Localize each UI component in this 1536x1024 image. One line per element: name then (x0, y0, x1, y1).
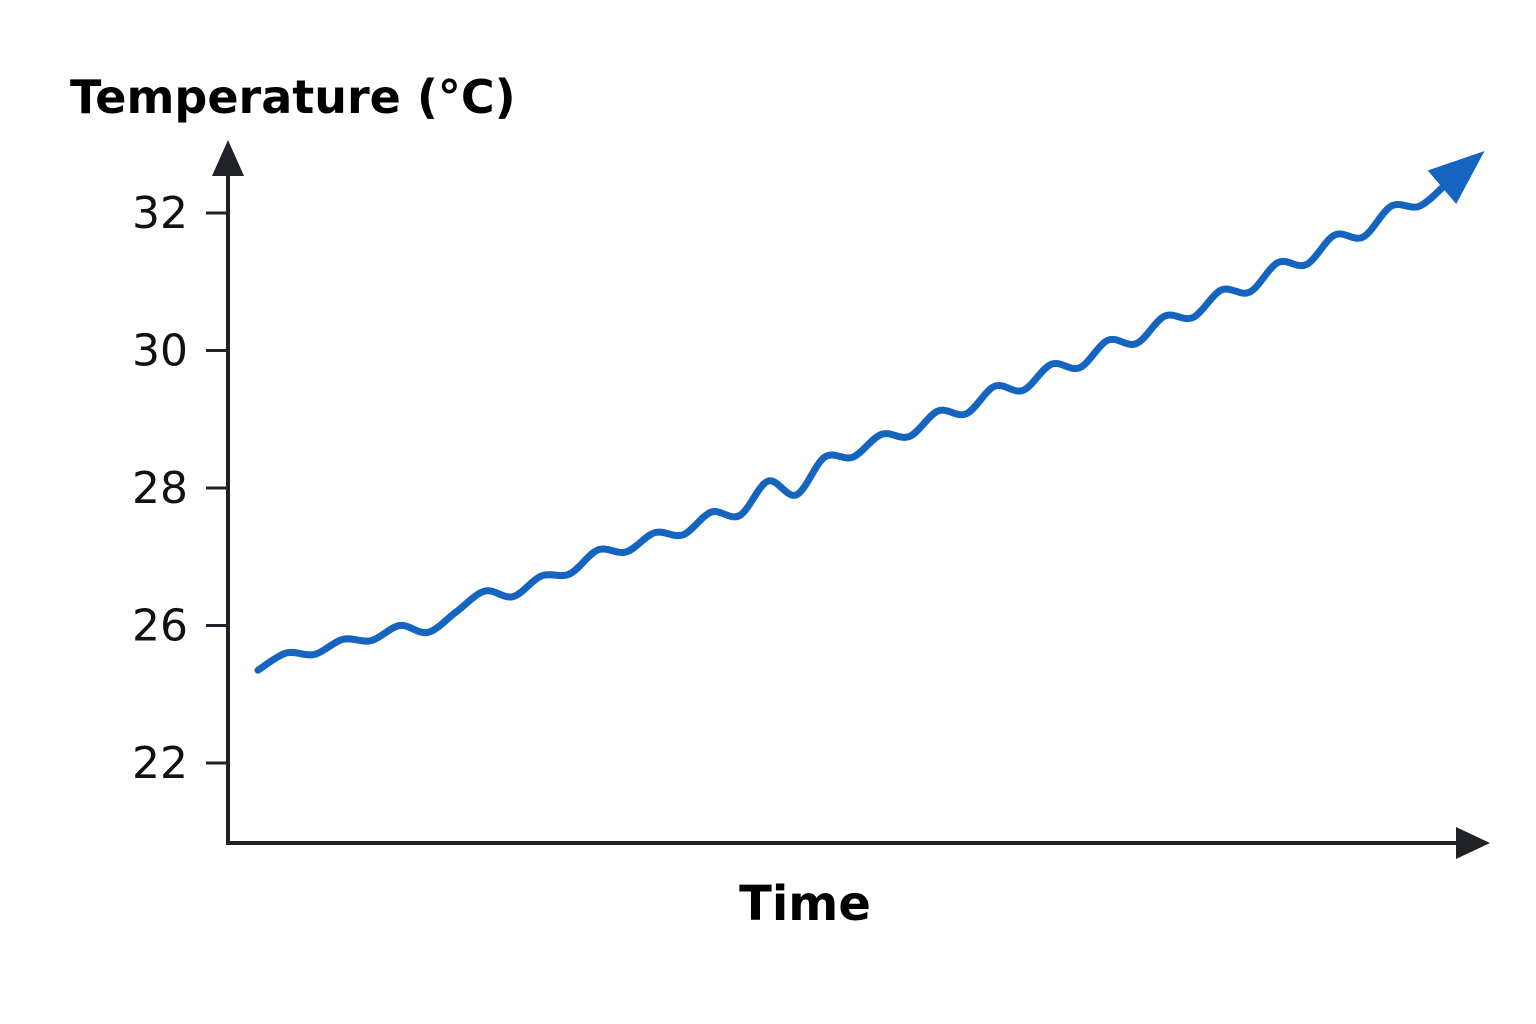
y-tick-label: 28 (132, 463, 188, 514)
y-axis-label: Temperature (°C) (70, 70, 516, 124)
x-axis-arrow-icon (1456, 827, 1490, 859)
y-tick-label: 22 (132, 738, 188, 789)
y-tick-label: 32 (132, 188, 188, 239)
y-axis-ticks: 32 30 28 26 22 (132, 188, 228, 789)
temperature-series-line (254, 150, 1485, 674)
y-tick-label: 30 (132, 326, 188, 377)
y-axis-arrow-icon (212, 140, 244, 176)
x-axis-label: Time (739, 876, 871, 932)
y-tick-label: 26 (132, 601, 188, 652)
